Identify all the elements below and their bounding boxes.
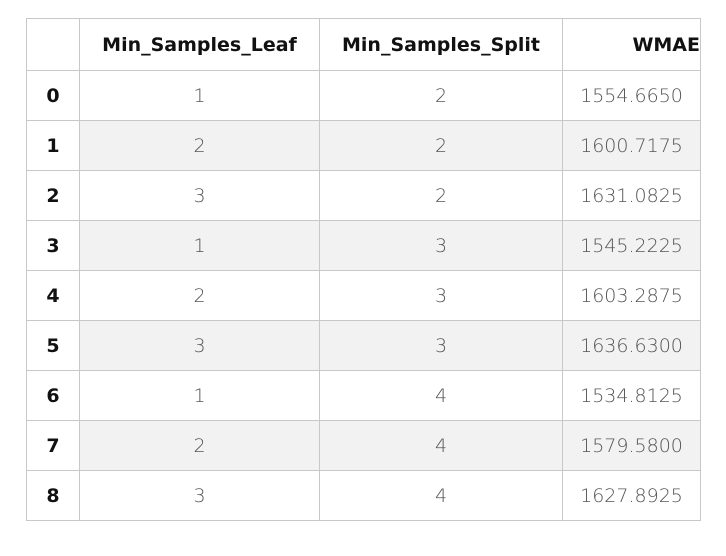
cell-min-samples-split: 2 xyxy=(319,170,563,221)
table-row: 0 1 2 1554.6650 xyxy=(26,70,701,121)
cell-min-samples-split: 4 xyxy=(319,420,563,471)
row-index: 2 xyxy=(26,170,80,221)
row-index: 5 xyxy=(26,320,80,371)
table-row: 7 2 4 1579.5800 xyxy=(26,420,701,471)
cell-wmae: 1534.8125 xyxy=(562,370,701,421)
row-index: 0 xyxy=(26,70,80,121)
row-index: 3 xyxy=(26,220,80,271)
cell-min-samples-leaf: 2 xyxy=(79,420,320,471)
row-index: 4 xyxy=(26,270,80,321)
row-index: 8 xyxy=(26,470,80,521)
column-header-min-samples-leaf: Min_Samples_Leaf xyxy=(79,18,320,71)
table-row: 2 3 2 1631.0825 xyxy=(26,170,701,221)
results-table: Min_Samples_Leaf Min_Samples_Split WMAE … xyxy=(26,18,701,521)
cell-min-samples-leaf: 1 xyxy=(79,220,320,271)
cell-min-samples-leaf: 3 xyxy=(79,170,320,221)
cell-min-samples-split: 3 xyxy=(319,220,563,271)
cell-wmae: 1627.8925 xyxy=(562,470,701,521)
table-row: 8 3 4 1627.8925 xyxy=(26,470,701,521)
cell-min-samples-split: 3 xyxy=(319,320,563,371)
cell-min-samples-split: 2 xyxy=(319,120,563,171)
cell-wmae: 1603.2875 xyxy=(562,270,701,321)
cell-wmae: 1554.6650 xyxy=(562,70,701,121)
cell-min-samples-leaf: 1 xyxy=(79,70,320,121)
cell-min-samples-split: 3 xyxy=(319,270,563,321)
column-header-wmae: WMAE xyxy=(562,18,701,71)
column-header-min-samples-split: Min_Samples_Split xyxy=(319,18,563,71)
cell-wmae: 1545.2225 xyxy=(562,220,701,271)
cell-wmae: 1579.5800 xyxy=(562,420,701,471)
cell-min-samples-split: 4 xyxy=(319,470,563,521)
cell-min-samples-leaf: 1 xyxy=(79,370,320,421)
table-row: 6 1 4 1534.8125 xyxy=(26,370,701,421)
table-row: 4 2 3 1603.2875 xyxy=(26,270,701,321)
cell-wmae: 1636.6300 xyxy=(562,320,701,371)
row-index: 6 xyxy=(26,370,80,421)
cell-min-samples-split: 2 xyxy=(319,70,563,121)
header-row: Min_Samples_Leaf Min_Samples_Split WMAE xyxy=(26,18,701,71)
cell-min-samples-leaf: 3 xyxy=(79,320,320,371)
index-header xyxy=(26,18,80,71)
cell-min-samples-split: 4 xyxy=(319,370,563,421)
row-index: 7 xyxy=(26,420,80,471)
cell-min-samples-leaf: 2 xyxy=(79,270,320,321)
cell-wmae: 1631.0825 xyxy=(562,170,701,221)
cell-wmae: 1600.7175 xyxy=(562,120,701,171)
table-row: 1 2 2 1600.7175 xyxy=(26,120,701,171)
row-index: 1 xyxy=(26,120,80,171)
cell-min-samples-leaf: 2 xyxy=(79,120,320,171)
dataframe-output: Min_Samples_Leaf Min_Samples_Split WMAE … xyxy=(26,18,701,521)
cell-min-samples-leaf: 3 xyxy=(79,470,320,521)
table-row: 3 1 3 1545.2225 xyxy=(26,220,701,271)
table-row: 5 3 3 1636.6300 xyxy=(26,320,701,371)
